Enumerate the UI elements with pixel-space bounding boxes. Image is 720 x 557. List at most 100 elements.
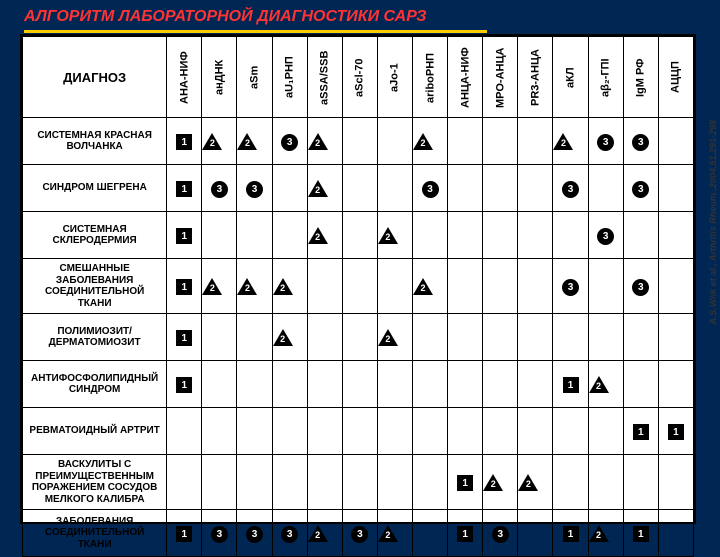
triangle-marker: 2 [483, 474, 503, 491]
table-cell: 1 [623, 510, 658, 557]
table-cell [588, 259, 623, 314]
table-cell [237, 212, 272, 259]
triangle-marker: 2 [378, 525, 398, 542]
table-cell [272, 455, 307, 510]
table-cell [342, 165, 377, 212]
table-cell [658, 212, 693, 259]
table-cell: 2 [483, 455, 518, 510]
table-cell [237, 314, 272, 361]
table-cell [202, 314, 237, 361]
column-header: IgM РФ [623, 37, 658, 118]
table-cell [377, 165, 412, 212]
table-cell [167, 408, 202, 455]
table-cell: 1 [553, 361, 588, 408]
table-cell: 3 [483, 510, 518, 557]
table-cell [483, 165, 518, 212]
column-header: ariboРНП [413, 37, 448, 118]
column-header: PR3-АНЦА [518, 37, 553, 118]
table-cell [658, 165, 693, 212]
table-cell: 2 [588, 361, 623, 408]
table-cell: 2 [272, 259, 307, 314]
table-cell [553, 314, 588, 361]
table-cell [658, 118, 693, 165]
table-cell [588, 314, 623, 361]
table-cell [518, 510, 553, 557]
table-cell: 3 [413, 165, 448, 212]
table-cell: 1 [167, 314, 202, 361]
table-cell: 3 [553, 165, 588, 212]
square-marker: 1 [176, 134, 192, 150]
triangle-marker: 2 [237, 133, 257, 150]
circle-marker: 3 [246, 181, 263, 198]
table-cell [377, 455, 412, 510]
table-cell [518, 361, 553, 408]
table-cell [237, 455, 272, 510]
table-cell [377, 118, 412, 165]
table-cell: 1 [167, 259, 202, 314]
circle-marker: 3 [422, 181, 439, 198]
table-cell [518, 259, 553, 314]
table-cell [518, 314, 553, 361]
table-cell [658, 361, 693, 408]
table-cell [342, 408, 377, 455]
square-marker: 1 [176, 228, 192, 244]
table-cell [518, 118, 553, 165]
triangle-marker: 2 [589, 525, 609, 542]
column-header: aU₁РНП [272, 37, 307, 118]
table-cell [202, 212, 237, 259]
table-cell [448, 361, 483, 408]
table-cell: 3 [342, 510, 377, 557]
table-cell [342, 212, 377, 259]
table-cell [483, 259, 518, 314]
row-header: СИСТЕМНАЯ СКЛЕРОДЕРМИЯ [23, 212, 167, 259]
table-cell [448, 212, 483, 259]
square-marker: 1 [176, 279, 192, 295]
table-cell [448, 165, 483, 212]
triangle-marker: 2 [308, 133, 328, 150]
table-cell [483, 118, 518, 165]
diagnostic-table-container: ДИАГНОЗАНА-НИФанДНКaSmaU₁РНПaSSA/SSBaScl… [20, 34, 696, 524]
table-cell [237, 361, 272, 408]
page: АЛГОРИТМ ЛАБОРАТОРНОЙ ДИАГНОСТИКИ САРЗ A… [0, 0, 720, 540]
square-marker: 1 [633, 424, 649, 440]
table-cell: 2 [377, 212, 412, 259]
table-cell [448, 118, 483, 165]
circle-marker: 3 [562, 279, 579, 296]
table-cell [413, 455, 448, 510]
table-cell: 2 [518, 455, 553, 510]
circle-marker: 3 [597, 228, 614, 245]
square-marker: 1 [176, 181, 192, 197]
table-cell [588, 408, 623, 455]
table-row: СИСТЕМНАЯ КРАСНАЯ ВОЛЧАНКА122322233 [23, 118, 694, 165]
table-cell: 2 [413, 259, 448, 314]
table-row: ВАСКУЛИТЫ С ПРЕИМУЩЕСТВЕННЫМ ПОРАЖЕНИЕМ … [23, 455, 694, 510]
table-cell: 1 [448, 510, 483, 557]
circle-marker: 3 [281, 134, 298, 151]
column-header: АНА-НИФ [167, 37, 202, 118]
table-cell [413, 212, 448, 259]
table-cell [377, 408, 412, 455]
table-cell [553, 455, 588, 510]
table-cell: 2 [307, 118, 342, 165]
table-cell: 2 [272, 314, 307, 361]
table-cell [272, 408, 307, 455]
triangle-marker: 2 [202, 278, 222, 295]
table-cell: 1 [448, 455, 483, 510]
table-cell [202, 455, 237, 510]
table-cell [342, 361, 377, 408]
triangle-marker: 2 [413, 278, 433, 295]
citation: A.S.Wiik et al., Arthritis Rheum.,2004,5… [708, 120, 718, 325]
table-cell [553, 212, 588, 259]
triangle-marker: 2 [308, 525, 328, 542]
table-cell [623, 212, 658, 259]
diagnostic-table: ДИАГНОЗАНА-НИФанДНКaSmaU₁РНПaSSA/SSBaScl… [22, 36, 694, 557]
table-cell [588, 455, 623, 510]
table-cell [553, 408, 588, 455]
table-cell: 2 [553, 118, 588, 165]
table-cell: 2 [377, 510, 412, 557]
table-cell: 1 [658, 408, 693, 455]
table-cell: 2 [307, 212, 342, 259]
table-cell [623, 361, 658, 408]
table-cell: 2 [202, 259, 237, 314]
column-header: АНЦА-НИФ [448, 37, 483, 118]
